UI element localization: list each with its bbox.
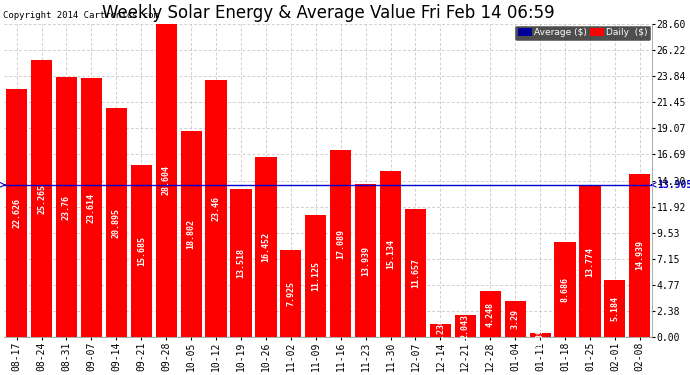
Text: 13.905: 13.905 <box>651 180 690 190</box>
Bar <box>255 157 277 337</box>
Text: 15.685: 15.685 <box>137 236 146 266</box>
Bar <box>305 215 326 337</box>
Text: 4.248: 4.248 <box>486 302 495 327</box>
Bar <box>31 60 52 337</box>
Bar <box>380 171 401 337</box>
Text: 8.686: 8.686 <box>560 277 569 302</box>
Bar <box>504 301 526 337</box>
Text: 13.774: 13.774 <box>586 247 595 277</box>
Text: 17.089: 17.089 <box>336 229 345 259</box>
Bar <box>529 333 551 337</box>
Bar <box>56 77 77 337</box>
Bar <box>280 251 302 337</box>
Text: 15.134: 15.134 <box>386 239 395 269</box>
Bar <box>181 131 201 337</box>
Text: Copyright 2014 Cartronics.com: Copyright 2014 Cartronics.com <box>3 11 159 20</box>
Bar <box>455 315 476 337</box>
Text: 13.939: 13.939 <box>361 246 370 276</box>
Bar <box>480 291 501 337</box>
Text: 20.895: 20.895 <box>112 208 121 238</box>
Bar <box>156 24 177 337</box>
Text: 13.518: 13.518 <box>237 248 246 278</box>
Legend: Average ($), Daily  ($): Average ($), Daily ($) <box>515 26 651 40</box>
Text: 2.043: 2.043 <box>461 314 470 339</box>
Bar <box>405 210 426 337</box>
Bar <box>6 89 27 337</box>
Bar <box>330 150 351 337</box>
Bar <box>130 165 152 337</box>
Bar <box>206 80 226 337</box>
Text: 1.236: 1.236 <box>436 318 445 343</box>
Text: 25.265: 25.265 <box>37 184 46 214</box>
Text: 28.604: 28.604 <box>161 165 170 195</box>
Text: 7.925: 7.925 <box>286 281 295 306</box>
Bar <box>106 108 127 337</box>
Text: 11.125: 11.125 <box>311 261 320 291</box>
Text: 5.184: 5.184 <box>611 296 620 321</box>
Title: Weekly Solar Energy & Average Value Fri Feb 14 06:59: Weekly Solar Energy & Average Value Fri … <box>102 4 555 22</box>
Text: 23.76: 23.76 <box>62 195 71 219</box>
Text: 0.392: 0.392 <box>535 322 544 348</box>
Bar <box>629 174 651 337</box>
Text: +13.905: +13.905 <box>0 180 5 190</box>
Text: 16.452: 16.452 <box>262 232 270 262</box>
Bar <box>555 242 575 337</box>
Text: 14.939: 14.939 <box>635 240 644 270</box>
Bar <box>355 184 376 337</box>
Bar <box>580 186 600 337</box>
Bar <box>230 189 252 337</box>
Text: 11.657: 11.657 <box>411 258 420 288</box>
Text: 23.46: 23.46 <box>212 196 221 221</box>
Bar <box>81 78 102 337</box>
Text: 22.626: 22.626 <box>12 198 21 228</box>
Text: 23.614: 23.614 <box>87 193 96 223</box>
Bar <box>604 280 626 337</box>
Text: 18.802: 18.802 <box>186 219 196 249</box>
Bar <box>430 324 451 337</box>
Text: 3.29: 3.29 <box>511 309 520 329</box>
